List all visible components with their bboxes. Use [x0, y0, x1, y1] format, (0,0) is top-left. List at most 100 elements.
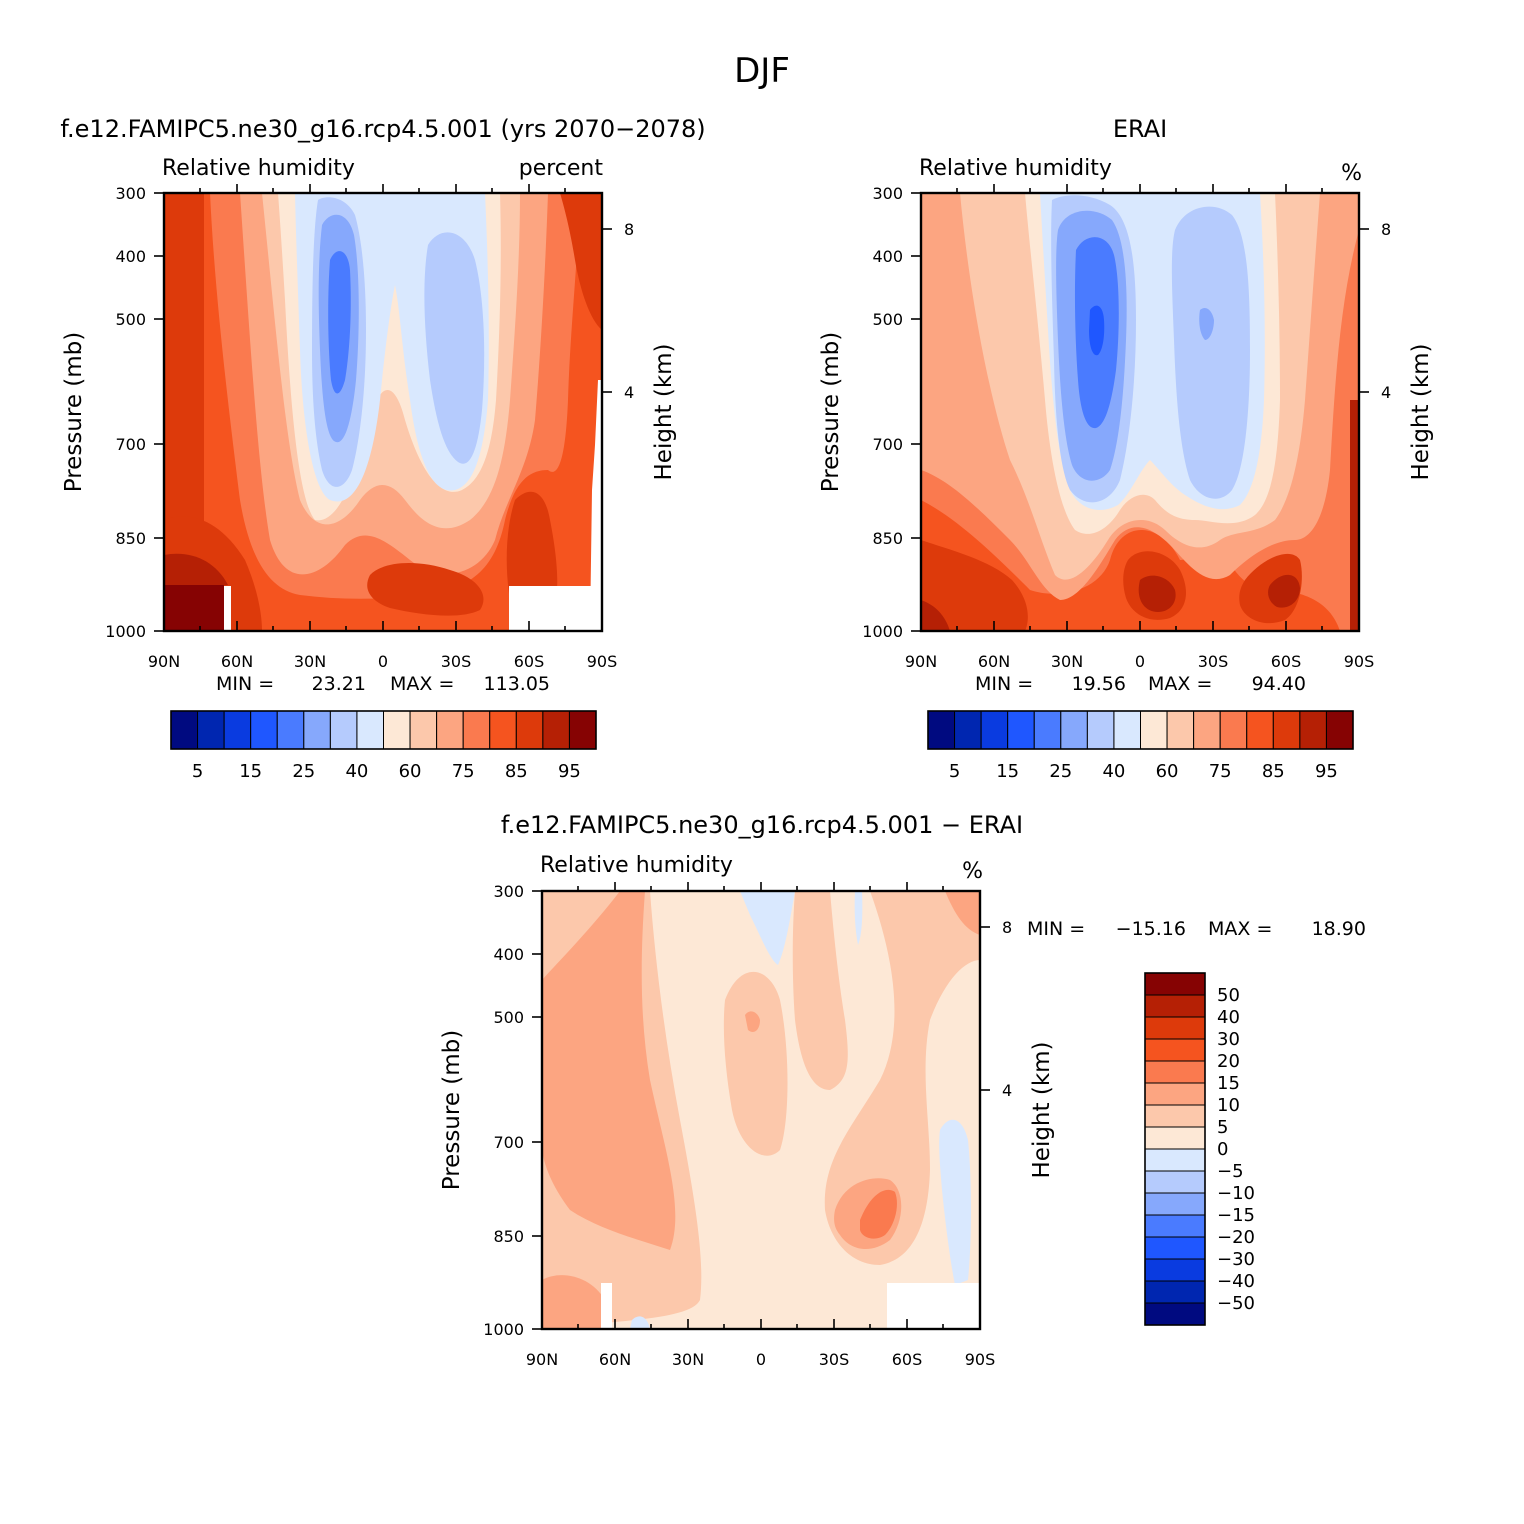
colorbar-label: 10	[1217, 1095, 1240, 1116]
colorbar-segment	[223, 710, 252, 750]
x-tick-label: 30S	[819, 1350, 850, 1369]
y-tick-label: 850	[115, 529, 146, 548]
contour-field	[164, 193, 602, 631]
y-tick-marks	[154, 192, 612, 632]
colorbar-segment	[409, 710, 438, 750]
x-tick-label: 30N	[1051, 652, 1083, 671]
x-tick-label: 60S	[1271, 652, 1302, 671]
colorbar-segment	[568, 710, 597, 750]
x-tick-label: 60N	[599, 1350, 631, 1369]
colorbar-segment	[1144, 1258, 1206, 1282]
colorbar-label: 20	[1217, 1051, 1240, 1072]
colorbar-segment	[170, 710, 199, 750]
contour-fill-dark-red	[560, 193, 602, 330]
contour-fill-missing	[224, 586, 231, 631]
x-tick-label: 30N	[294, 652, 326, 671]
x-tick-label: 90N	[526, 1350, 558, 1369]
y2-tick-label: 8	[624, 220, 634, 239]
y2-tick-labels: 8 4	[624, 220, 634, 402]
contour-fill-darker-blue	[1089, 305, 1105, 356]
contour-fill-missing	[509, 586, 602, 631]
y2-axis-title: Height (km)	[651, 343, 677, 480]
colorbar-label: 75	[452, 761, 475, 782]
y2-tick-label: 8	[1381, 220, 1391, 239]
colorbar-label: 30	[1217, 1029, 1240, 1050]
contour-fill-darker-red	[1350, 400, 1359, 631]
contour-fill-dark-red	[367, 563, 484, 616]
colorbar-label: 85	[505, 761, 528, 782]
colorbar-segment	[383, 710, 411, 750]
contour-fill-peach	[824, 891, 980, 1265]
colorbar-label: 25	[292, 761, 315, 782]
colorbar-label: 40	[1217, 1007, 1240, 1028]
colorbar-frame	[927, 710, 1354, 750]
contour-fill-blue	[424, 232, 485, 464]
colorbar-label: 95	[558, 761, 581, 782]
colorbar-segment	[1272, 710, 1301, 750]
panel-title: ERAI	[1113, 115, 1167, 143]
colorbar-segment	[303, 710, 331, 750]
y-tick-labels: 300 400 500 700 850 1000	[483, 882, 524, 1339]
x-tick-marks	[199, 184, 566, 631]
colorbar-frame	[170, 710, 597, 750]
min-value: 23.21	[312, 673, 366, 695]
colorbar-label: 95	[1315, 761, 1338, 782]
contour-field	[542, 891, 980, 1329]
colorbar-segment	[1144, 1016, 1206, 1040]
y-tick-label: 300	[872, 184, 903, 203]
colorbar-segment	[1246, 710, 1274, 750]
colorbar-label: −5	[1217, 1161, 1244, 1182]
colorbar-label: 5	[1217, 1117, 1228, 1138]
colorbar-segment	[1144, 972, 1206, 996]
colorbar-label: 40	[345, 761, 368, 782]
colorbar-label: −20	[1217, 1227, 1255, 1248]
colorbar-segment	[1144, 1192, 1206, 1216]
colorbar-segment	[1060, 710, 1088, 750]
contour-fill-darker-red	[1268, 574, 1300, 608]
x-tick-label: 60N	[978, 652, 1010, 671]
colorbar-segment	[197, 710, 225, 750]
colorbar-segment	[927, 710, 956, 750]
colorbar-segment	[1033, 710, 1062, 750]
max-value: 18.90	[1312, 918, 1366, 940]
field-label: Relative humidity	[162, 156, 355, 181]
colorbar-segment	[462, 710, 491, 750]
y-tick-label: 300	[115, 184, 146, 203]
y-tick-label: 400	[115, 247, 146, 266]
x-tick-labels: 90N 60N 30N 0 30S 60S 90S	[526, 1350, 995, 1369]
x-tick-label: 0	[378, 652, 388, 671]
y-tick-label: 850	[872, 529, 903, 548]
x-tick-label: 60S	[514, 652, 545, 671]
colorbar-label: −40	[1217, 1271, 1255, 1292]
contour-fill-peach	[723, 971, 788, 1156]
x-tick-label: 60S	[892, 1350, 923, 1369]
contour-fill-light-blue	[630, 1316, 650, 1329]
colorbar-label: −50	[1217, 1293, 1255, 1314]
x-tick-label: 60N	[221, 652, 253, 671]
panel-model: f.e12.FAMIPC5.ne30_g16.rcp4.5.001 (yrs 2…	[60, 115, 705, 782]
colorbar-segment	[1166, 710, 1195, 750]
colorbar-segment	[1140, 710, 1168, 750]
colorbar-label: 25	[1049, 761, 1072, 782]
colorbar-segment	[1193, 710, 1221, 750]
colorbar-segment	[515, 710, 544, 750]
x-tick-label: 90N	[148, 652, 180, 671]
y-tick-label: 500	[872, 310, 903, 329]
y-tick-label: 300	[493, 882, 524, 901]
y-axis-title: Pressure (mb)	[61, 332, 87, 492]
contour-field	[921, 193, 1359, 631]
y2-tick-labels: 8 4	[1002, 918, 1012, 1100]
y-tick-label: 500	[493, 1008, 524, 1027]
contour-fill-missing	[887, 1283, 980, 1329]
y2-tick-labels: 8 4	[1381, 220, 1391, 402]
contour-fill-missing	[590, 380, 602, 631]
max-label: MAX =	[390, 673, 454, 695]
x-tick-label: 30N	[672, 1350, 704, 1369]
colorbar-label: −15	[1217, 1205, 1255, 1226]
y-tick-label: 850	[493, 1227, 524, 1246]
colorbar-segment	[1144, 1170, 1206, 1194]
contour-fill-salmon	[945, 891, 980, 935]
colorbar-segment	[1144, 1082, 1206, 1106]
colorbar: 5 15 25 40 60 75 85 95	[927, 710, 1354, 782]
y-tick-labels: 300 400 500 700 850 1000	[862, 184, 903, 641]
